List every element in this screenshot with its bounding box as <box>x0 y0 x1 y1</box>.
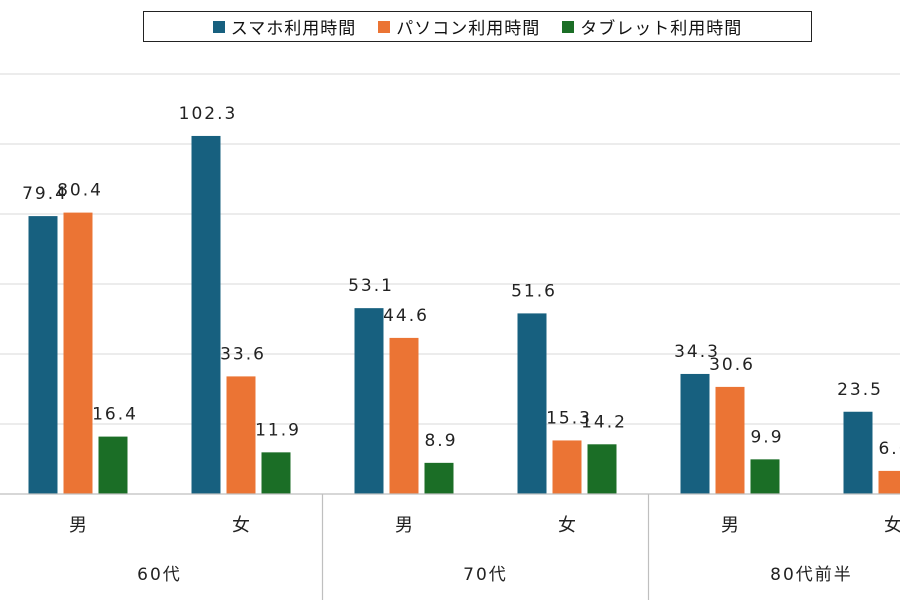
bar <box>552 440 582 494</box>
bar <box>424 462 454 494</box>
data-label: 51.6 <box>511 281 557 301</box>
data-label: 80.4 <box>57 181 103 201</box>
legend-label-smartphone: スマホ利用時間 <box>230 19 357 39</box>
bar <box>354 308 384 494</box>
data-label: 11.9 <box>255 420 301 440</box>
category-label: 女 <box>558 515 576 536</box>
category-label: 女 <box>232 515 250 536</box>
data-label: 16.4 <box>92 405 138 425</box>
data-label: 8.9 <box>424 431 457 451</box>
bar <box>587 444 617 494</box>
legend-swatch-pc <box>378 20 391 33</box>
data-label: 9.9 <box>750 427 783 447</box>
data-label: 23.5 <box>837 380 883 400</box>
legend-item-smartphone: スマホ利用時間 <box>212 14 357 39</box>
data-label: 6.6 <box>878 439 900 459</box>
category-label: 男 <box>721 515 739 536</box>
bar <box>226 376 256 494</box>
bar <box>843 411 873 494</box>
gridlines <box>0 73 900 425</box>
data-label: 102.3 <box>179 104 238 124</box>
bars <box>28 135 900 494</box>
legend-label-pc: パソコン利用時間 <box>396 19 541 39</box>
data-label: 44.6 <box>383 306 429 326</box>
data-labels: 79.480.4 16.4 102.3 33.6 11.9 53.1 44.6 8.9 51.6… <box>22 104 900 459</box>
bar <box>191 135 221 494</box>
bar <box>98 436 128 494</box>
bar <box>750 459 780 494</box>
bar <box>878 470 900 494</box>
legend-swatch-tablet <box>562 20 575 33</box>
bar <box>261 452 291 494</box>
bar <box>63 212 93 494</box>
bar <box>517 313 547 494</box>
data-label: 33.6 <box>220 344 266 364</box>
category-label: 女 <box>884 515 900 536</box>
data-label: 34.3 <box>674 342 720 362</box>
bar <box>715 386 745 494</box>
x-axis: 男 女 60代 男 女 70代 男 女 80代前半 <box>0 493 900 600</box>
group-label: 80代前半 <box>770 565 853 585</box>
data-label: 15.3 <box>546 408 592 428</box>
group-label: 70代 <box>463 565 508 585</box>
legend-swatch-smartphone <box>212 20 225 33</box>
legend-label-tablet: タブレット利用時間 <box>580 19 743 39</box>
category-label: 男 <box>395 515 413 536</box>
bar <box>28 216 58 494</box>
bar <box>389 337 419 494</box>
data-label: 53.1 <box>348 276 394 296</box>
chart-legend: スマホ利用時間 パソコン利用時間 タブレット利用時間 <box>143 11 812 42</box>
data-label: 14.2 <box>581 412 627 432</box>
bar <box>680 373 710 494</box>
legend-item-pc: パソコン利用時間 <box>378 14 540 39</box>
category-label: 男 <box>69 515 87 536</box>
legend-item-tablet: タブレット利用時間 <box>562 14 742 39</box>
group-label: 60代 <box>137 565 182 585</box>
data-label: 30.6 <box>709 355 755 375</box>
data-label: 79.4 <box>22 184 68 204</box>
